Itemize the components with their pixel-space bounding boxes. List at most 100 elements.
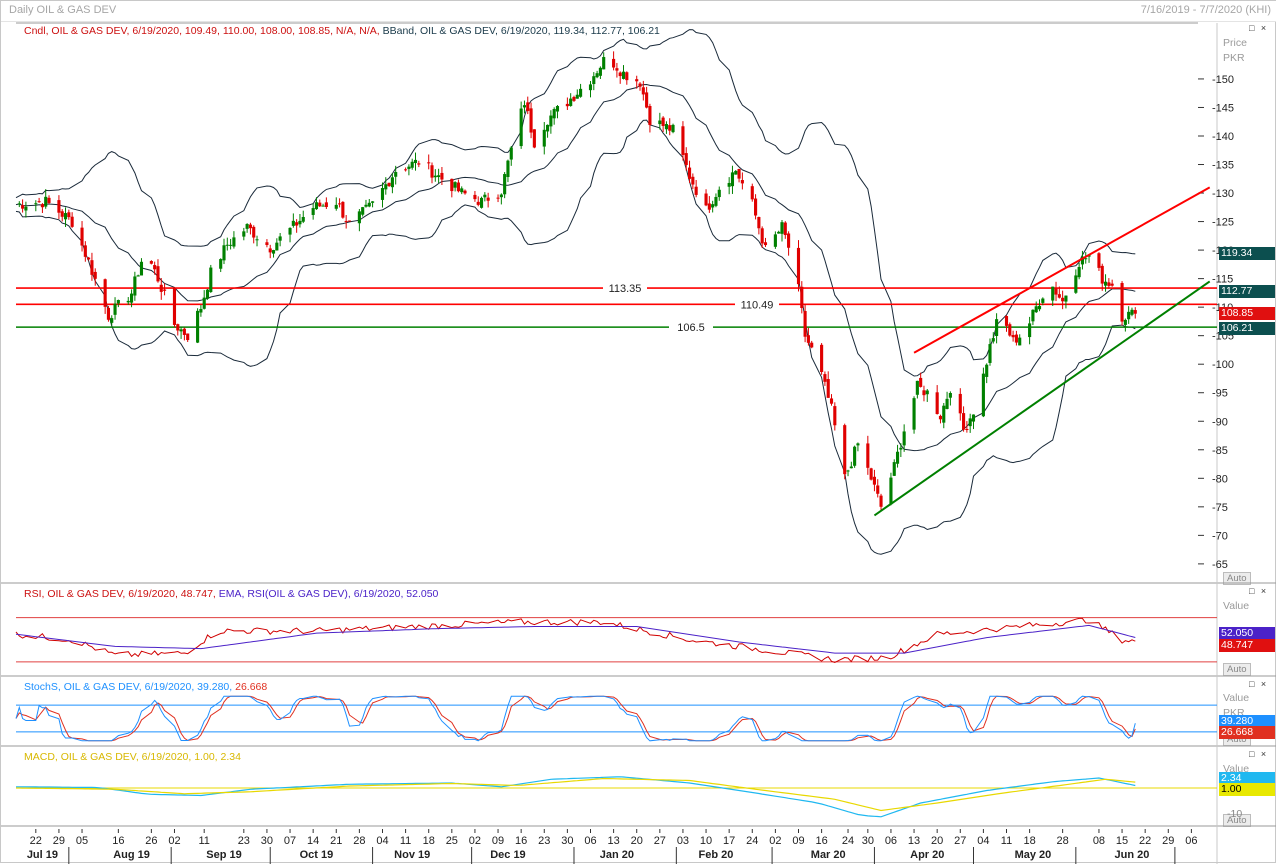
candle-body (136, 275, 140, 277)
candle-body (380, 188, 385, 200)
time-tick-label: 22 (1139, 835, 1151, 847)
candle-body (34, 203, 38, 205)
rsi-pane (15, 617, 1217, 664)
candle-body (456, 182, 460, 192)
candle-body (935, 392, 939, 415)
candle-body (314, 202, 319, 210)
macd-legend-main: MACD, OIL & GAS DEV, 6/19/2020, 1.00, 2.… (24, 751, 241, 763)
candle-body (555, 106, 560, 112)
candle-body (318, 202, 322, 207)
horizontal-level-label: 106.5 (677, 322, 705, 334)
time-tick-label: 16 (815, 835, 827, 847)
candle-body (823, 374, 827, 382)
candle-body (892, 462, 896, 476)
time-tick-label: 25 (446, 835, 458, 847)
candle-body (750, 186, 754, 200)
candle-body (17, 203, 21, 205)
candle-body (483, 194, 487, 198)
window-title-bar: Daily OIL & GAS DEV 7/16/2019 - 7/7/2020… (1, 1, 1276, 22)
time-tick-label: 06 (885, 835, 897, 847)
candle-body (271, 250, 276, 254)
candle-body (1123, 319, 1127, 325)
candle-body (704, 193, 708, 206)
candle-body (579, 88, 583, 97)
candle-body (526, 102, 530, 111)
month-label: Apr 20 (910, 849, 944, 861)
price-tag: 112.77 (1219, 284, 1275, 298)
candle-body (1127, 311, 1131, 320)
candle-body (810, 342, 814, 348)
horizontal-level-label-bg (603, 281, 647, 295)
candle-body (958, 393, 962, 414)
candle-body (248, 224, 252, 229)
candle-body (717, 189, 721, 198)
candle-body (856, 443, 860, 446)
price-tag: 108.85 (1219, 307, 1275, 321)
candle-body (129, 293, 134, 303)
candle-body (625, 72, 629, 81)
candle-body (1057, 294, 1061, 298)
candle-body (942, 405, 946, 423)
rsi-auto-button[interactable]: Auto (1223, 663, 1251, 676)
time-tick-label: 29 (1162, 835, 1174, 847)
price-auto-button[interactable]: Auto (1223, 572, 1251, 585)
candle-body (912, 398, 916, 430)
candle-body (542, 129, 546, 147)
candle-body (384, 184, 388, 190)
bband-legend: BBand, OIL & GAS DEV, 6/19/2020, 119.34,… (382, 25, 660, 37)
candle-body (1008, 324, 1012, 336)
stoch-window-controls[interactable]: □ × (1249, 679, 1269, 689)
candle-body (205, 289, 210, 299)
price-tick-label: -130 (1212, 188, 1234, 200)
time-tick-label: 17 (723, 835, 735, 847)
candle-body (869, 468, 873, 480)
candle-body (658, 120, 662, 125)
candle-body (311, 208, 315, 215)
candle-body (47, 197, 51, 203)
candle-body (806, 335, 810, 343)
candle-body (24, 206, 28, 211)
candle-body (684, 153, 688, 166)
stoch-legend-main: StochS, OIL & GAS DEV, 6/19/2020, 39.280… (24, 681, 233, 693)
candle-body (796, 247, 801, 285)
candle-body (252, 226, 256, 238)
candle-body (361, 207, 365, 215)
candle-body (410, 161, 414, 168)
price-tick-label: -95 (1212, 388, 1228, 400)
candle-body (21, 205, 25, 209)
candle-body (1097, 253, 1101, 268)
candle-body (499, 194, 503, 198)
price-tick-label: -90 (1212, 416, 1228, 428)
time-tick-label: 02 (469, 835, 481, 847)
candle-body (1031, 309, 1035, 322)
candle-body (341, 201, 345, 218)
time-tick-label: 30 (862, 835, 874, 847)
candle-body (783, 222, 787, 236)
macd-window-controls[interactable]: □ × (1249, 749, 1269, 759)
candle-body (196, 310, 200, 343)
rsi-window-controls[interactable]: □ × (1249, 586, 1269, 596)
stoch-d-line (15, 695, 1136, 742)
time-tick-label: 16 (112, 835, 124, 847)
candle-body (387, 182, 391, 186)
candle-body (681, 126, 685, 155)
candle-body (255, 239, 259, 241)
candle-body (691, 176, 695, 185)
candle-body (506, 160, 510, 178)
candle-body (843, 425, 847, 475)
rsi-scale-title: Value (1223, 600, 1250, 612)
rsi-line (15, 617, 1136, 664)
candle-body (938, 415, 943, 420)
candle-body (988, 344, 992, 363)
stoch-legend-d: 26.668 (235, 681, 268, 693)
time-tick-label: 09 (492, 835, 504, 847)
stoch-pane (15, 695, 1217, 742)
price-window-controls[interactable]: □ × (1249, 23, 1269, 33)
candle-body (1080, 256, 1085, 265)
candle-body (357, 211, 361, 224)
month-label: Sep 19 (206, 849, 241, 861)
candle-body (1110, 283, 1114, 286)
horizontal-level-label: 110.49 (741, 299, 774, 311)
price-pane: 113.35 110.49 106.5 (15, 29, 1217, 555)
candle-body (268, 248, 272, 253)
